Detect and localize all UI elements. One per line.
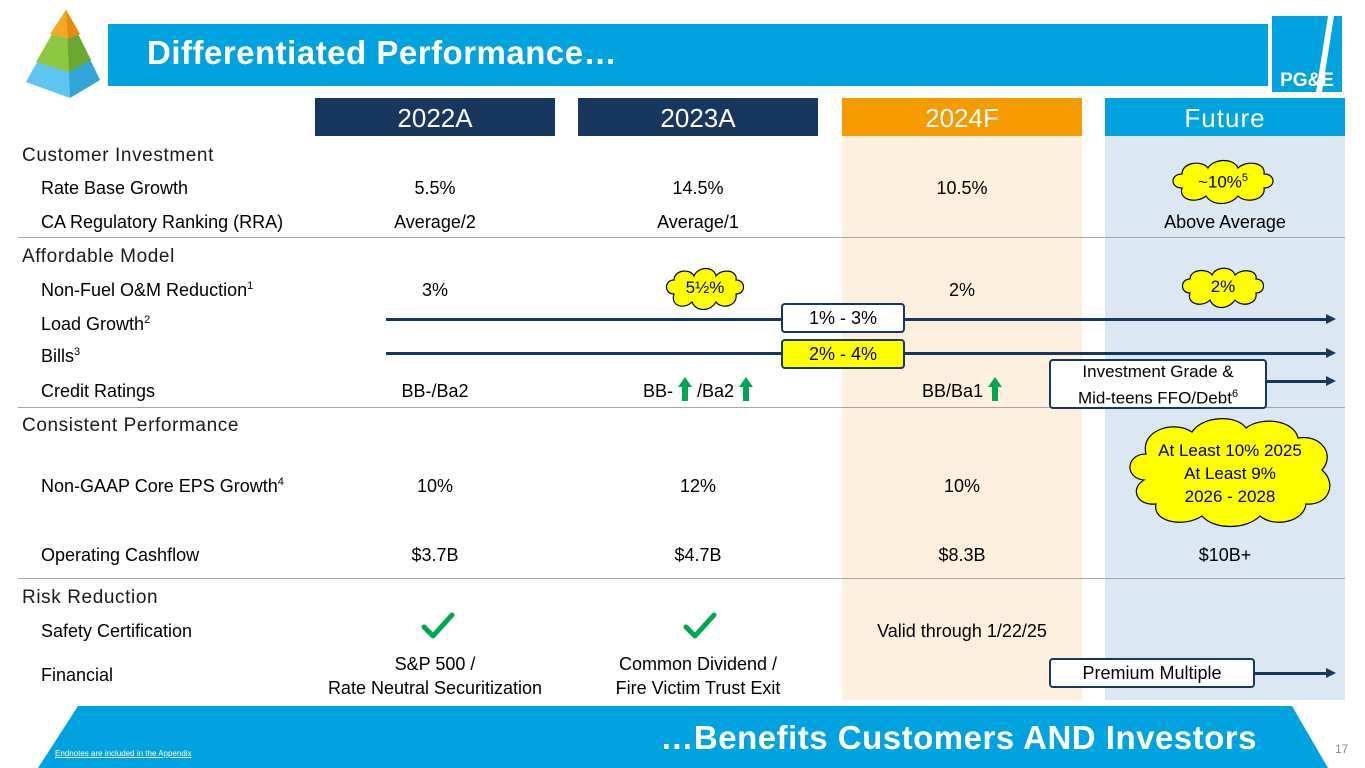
footer-bar xyxy=(38,706,1328,768)
col-header-future: Future xyxy=(1105,98,1345,136)
load-growth-range: 1% - 3% xyxy=(781,303,905,333)
endnote-5: 5 xyxy=(1241,172,1249,184)
row-separator xyxy=(18,237,1345,238)
pge-logo: PG&E xyxy=(1272,16,1342,92)
up-arrow-icon xyxy=(677,377,692,401)
rra-2023: Average/1 xyxy=(657,212,739,232)
financial-2023: Common Dividend / Fire Victim Trust Exit xyxy=(615,654,781,698)
om-2022: 3% xyxy=(421,280,448,300)
col-header-2022a: 2022A xyxy=(315,98,555,136)
arrowhead xyxy=(1326,348,1336,358)
page-number: 17 xyxy=(1335,742,1349,756)
eps-future-line1: At Least 10% 2025 xyxy=(1158,441,1302,460)
safety-2024: Valid through 1/22/25 xyxy=(877,621,1047,641)
financial-future-arrow xyxy=(1252,672,1326,675)
rra-2022: Average/2 xyxy=(394,212,476,232)
checkmark-icon xyxy=(421,612,455,639)
row-label-ca-regulatory-ranking: CA Regulatory Ranking (RRA) xyxy=(41,212,284,232)
rate-base-2024: 10.5% xyxy=(936,178,988,198)
om-2024: 2% xyxy=(948,280,975,300)
row-label-credit-ratings: Credit Ratings xyxy=(41,381,156,401)
om-2023: 5½% xyxy=(685,278,725,297)
eps-2022: 10% xyxy=(416,476,454,496)
col-future-bg xyxy=(1105,136,1345,700)
section-affordable-model: Affordable Model xyxy=(22,246,175,267)
arrowhead xyxy=(1326,314,1336,324)
row-label-rate-base-growth: Rate Base Growth xyxy=(41,178,189,198)
svg-text:PG&E: PG&E xyxy=(1280,70,1334,91)
row-separator xyxy=(18,578,1345,579)
section-risk-reduction: Risk Reduction xyxy=(22,587,159,608)
cloud-shape xyxy=(1172,159,1274,205)
arrowhead xyxy=(1326,668,1336,678)
eps-2023: 12% xyxy=(679,476,717,496)
credit-future-box: Investment Grade & Mid-teens FFO/Debt6 xyxy=(1049,359,1267,409)
row-label-load-growth: Load Growth2 xyxy=(41,314,151,334)
row-label-non-fuel-om: Non-Fuel O&M Reduction1 xyxy=(41,280,254,300)
premium-multiple-box: Premium Multiple xyxy=(1049,658,1255,688)
up-arrow-icon xyxy=(988,377,1003,401)
credit-future-arrow xyxy=(1264,380,1326,383)
ocf-2023: $4.7B xyxy=(674,545,722,565)
row-separator xyxy=(18,407,1345,408)
financial-2022: S&P 500 / Rate Neutral Securitization xyxy=(327,654,543,698)
row-label-financial: Financial xyxy=(41,665,114,685)
om-future: 2% xyxy=(1210,277,1236,296)
ocf-2022: $3.7B xyxy=(411,545,459,565)
rra-future: Above Average xyxy=(1164,212,1286,232)
pyramid-icon xyxy=(26,10,100,98)
checkmark-icon xyxy=(683,612,717,639)
eps-future-line3: 2026 - 2028 xyxy=(1184,487,1276,506)
cloud-callout-rate-base: ~10%5 xyxy=(1168,158,1278,206)
section-consistent-performance: Consistent Performance xyxy=(22,415,240,436)
title-bar xyxy=(108,24,1268,86)
rate-base-2022: 5.5% xyxy=(414,178,456,198)
eps-2024: 10% xyxy=(943,476,981,496)
cloud-callout-om-future: 2% xyxy=(1180,266,1266,310)
credit-2023: BB- /Ba2 xyxy=(578,377,818,402)
arrowhead xyxy=(1326,376,1336,386)
row-label-bills: Bills3 xyxy=(41,346,81,366)
rate-base-2023: 14.5% xyxy=(672,178,724,198)
cloud-callout-om-2023: 5½% xyxy=(664,266,746,312)
row-label-operating-cashflow: Operating Cashflow xyxy=(41,545,200,565)
page-title: Differentiated Performance… xyxy=(147,34,618,71)
credit-2022: BB-/Ba2 xyxy=(401,381,469,401)
cloud-callout-eps-future: At Least 10% 2025 At Least 9% 2026 - 202… xyxy=(1122,414,1338,528)
cloud-shape xyxy=(1181,267,1265,309)
endnotes-link[interactable]: Endnotes are included in the Appendix xyxy=(55,749,192,758)
ocf-future: $10B+ xyxy=(1198,545,1252,565)
section-customer-investment: Customer Investment xyxy=(22,145,214,166)
cloud-shape xyxy=(665,267,745,311)
bills-range: 2% - 4% xyxy=(781,339,905,369)
eps-future-line2: At Least 9% xyxy=(1184,464,1276,483)
ocf-2024: $8.3B xyxy=(938,545,986,565)
col-header-2024f: 2024F xyxy=(842,98,1082,136)
credit-2024: BB/Ba1 xyxy=(842,377,1082,402)
rate-base-future: ~10% xyxy=(1197,172,1242,192)
row-label-safety-certification: Safety Certification xyxy=(41,621,193,641)
up-arrow-icon xyxy=(739,377,754,401)
col-header-2023a: 2023A xyxy=(578,98,818,136)
cloud-shape xyxy=(1129,418,1331,527)
row-label-eps-growth: Non-GAAP Core EPS Growth4 xyxy=(41,476,284,496)
col-2024f-bg xyxy=(842,136,1082,700)
footer-tagline: …Benefits Customers AND Investors xyxy=(660,719,1257,756)
